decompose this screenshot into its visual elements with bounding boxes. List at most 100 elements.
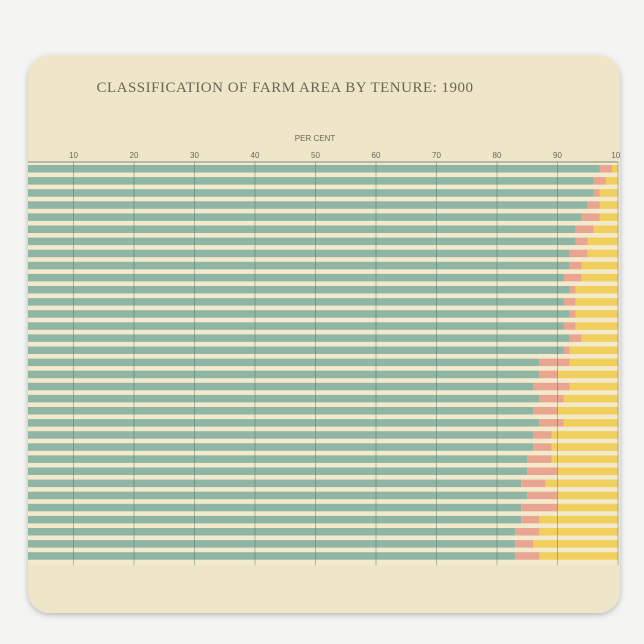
bar-segment xyxy=(611,165,618,173)
bar-segment xyxy=(539,370,558,379)
bar-segment xyxy=(28,358,540,367)
bar-segment xyxy=(28,322,564,330)
bar-segment xyxy=(569,346,618,354)
bar-segment xyxy=(521,479,546,488)
bar-segment xyxy=(569,358,618,367)
x-tick-label: 80 xyxy=(493,151,502,160)
bar-segment xyxy=(28,407,534,415)
bar-segment xyxy=(28,213,582,221)
bar-segment xyxy=(28,201,588,209)
bar-segment xyxy=(28,552,516,560)
bar-segment xyxy=(551,443,618,451)
bar-segment xyxy=(515,528,540,536)
bar-segment xyxy=(581,273,618,282)
bar-segment xyxy=(551,431,618,439)
bar-segment xyxy=(28,491,528,500)
bar-segment xyxy=(28,431,534,439)
bar-segment xyxy=(539,552,618,560)
bar-segment xyxy=(563,298,576,306)
bar-segment xyxy=(581,334,618,342)
bar-segment xyxy=(539,394,564,403)
bar-segment xyxy=(557,491,618,500)
x-tick-label: 90 xyxy=(553,151,562,160)
bar-segment xyxy=(575,237,588,246)
bar-segment xyxy=(599,165,612,173)
bar-segment xyxy=(587,237,618,246)
bar-segment xyxy=(28,346,564,354)
bar-segment xyxy=(569,286,576,294)
bar-segment xyxy=(569,310,576,318)
bar-segment xyxy=(581,213,600,221)
bar-segment xyxy=(28,528,516,536)
bar-segment xyxy=(28,479,522,488)
bar-segment xyxy=(599,189,618,197)
bar-segment xyxy=(28,261,570,270)
bar-segment xyxy=(569,382,618,391)
bar-segment xyxy=(575,286,618,294)
bar-segment xyxy=(28,273,564,282)
bar-segment xyxy=(515,540,534,548)
bar-segment xyxy=(557,370,618,379)
bar-segment xyxy=(587,249,618,258)
x-tick-label: 70 xyxy=(432,151,441,160)
bar-segment xyxy=(569,261,582,270)
bar-segment xyxy=(28,394,540,403)
chart: CLASSIFICATION OF FARM AREA BY TENURE: 1… xyxy=(28,80,625,566)
bar-segment xyxy=(527,467,558,475)
bar-segment xyxy=(28,334,570,342)
bar-segment xyxy=(587,201,600,209)
bar-segment xyxy=(581,261,618,270)
bar-segment xyxy=(575,298,618,306)
bar-segment xyxy=(28,310,570,318)
x-tick-label: 30 xyxy=(190,151,199,160)
bar-segment xyxy=(563,394,618,403)
x-tick-label: 100 xyxy=(611,151,625,160)
x-axis-label: PER CENT xyxy=(295,134,336,143)
bar-segment xyxy=(521,515,540,524)
bar-segment xyxy=(28,189,594,197)
bar-segment xyxy=(539,515,618,524)
bar-segment xyxy=(557,407,618,415)
bar-segment xyxy=(605,177,618,185)
bar-segment xyxy=(28,165,600,173)
bar-segment xyxy=(557,503,618,512)
bar-segment xyxy=(563,346,570,354)
bar-segment xyxy=(533,443,552,451)
bar-segment xyxy=(28,382,534,391)
bar-segment xyxy=(533,540,618,548)
bar-segment xyxy=(575,310,618,318)
bar-segment xyxy=(533,431,552,439)
bar-segment xyxy=(563,419,618,427)
bar-segment xyxy=(563,273,582,282)
bar-segment xyxy=(28,286,570,294)
bar-segment xyxy=(28,370,540,379)
bar-segment xyxy=(28,455,528,463)
chart-title: CLASSIFICATION OF FARM AREA BY TENURE: 1… xyxy=(96,80,473,96)
bar-segment xyxy=(599,213,618,221)
bar-segment xyxy=(593,225,618,233)
bar-segment xyxy=(28,225,576,233)
x-tick-label: 50 xyxy=(311,151,320,160)
bar-segment xyxy=(28,419,540,427)
bar-segment xyxy=(527,491,558,500)
bar-segment xyxy=(575,322,618,330)
x-tick-label: 20 xyxy=(130,151,139,160)
bar-segment xyxy=(28,540,516,548)
x-tick-label: 10 xyxy=(69,151,78,160)
bar-segment xyxy=(515,552,540,560)
bar-segment xyxy=(28,237,576,246)
bar-segment xyxy=(593,177,606,185)
bar-segment xyxy=(28,177,594,185)
bar-segment xyxy=(599,201,618,209)
bar-segment xyxy=(28,443,534,451)
x-tick-label: 60 xyxy=(372,151,381,160)
bar-segment xyxy=(521,503,558,512)
bar-segment xyxy=(28,467,528,475)
bar-segment xyxy=(539,419,564,427)
bar-segment xyxy=(557,467,618,475)
bar-segment xyxy=(527,455,552,463)
bar-segment xyxy=(533,407,558,415)
bar-segment xyxy=(539,358,570,367)
